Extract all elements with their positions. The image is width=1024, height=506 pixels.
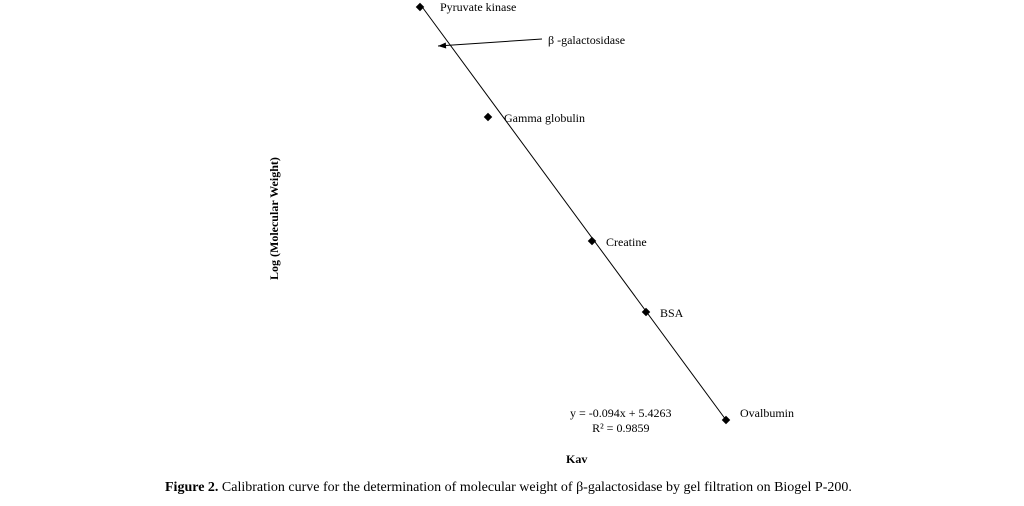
figure-caption-text: Calibration curve for the determination … <box>218 480 851 495</box>
trendline <box>420 4 726 420</box>
figure-number: Figure 2. <box>165 480 218 495</box>
point-ovalbumin <box>722 416 730 424</box>
label-bsa: BSA <box>660 306 683 321</box>
beta-gal-arrow <box>438 39 542 48</box>
label-ovalbumin: Ovalbumin <box>740 406 794 421</box>
label-creatine: Creatine <box>606 235 647 250</box>
calibration-curve-figure: Log (Molecular Weight) Kav y = -0.094x +… <box>0 0 1024 506</box>
point-gamma-globulin <box>484 113 492 121</box>
equation-line-1: y = -0.094x + 5.4263 <box>570 406 672 421</box>
label-beta-galactosidase: β -galactosidase <box>548 33 625 48</box>
label-pyruvate-kinase: Pyruvate kinase <box>440 0 516 15</box>
y-axis-label: Log (Molecular Weight) <box>267 157 282 280</box>
figure-caption: Figure 2. Calibration curve for the dete… <box>165 480 852 496</box>
point-creatine <box>588 237 596 245</box>
chart-overlay <box>0 0 1024 506</box>
trendline-equation: y = -0.094x + 5.4263 R² = 0.9859 <box>570 406 672 436</box>
x-axis-label: Kav <box>566 452 587 467</box>
point-bsa <box>642 308 650 316</box>
point-pyruvate-kinase <box>416 3 424 11</box>
equation-line-2: R² = 0.9859 <box>570 421 672 436</box>
label-gamma-globulin: Gamma globulin <box>504 111 585 126</box>
